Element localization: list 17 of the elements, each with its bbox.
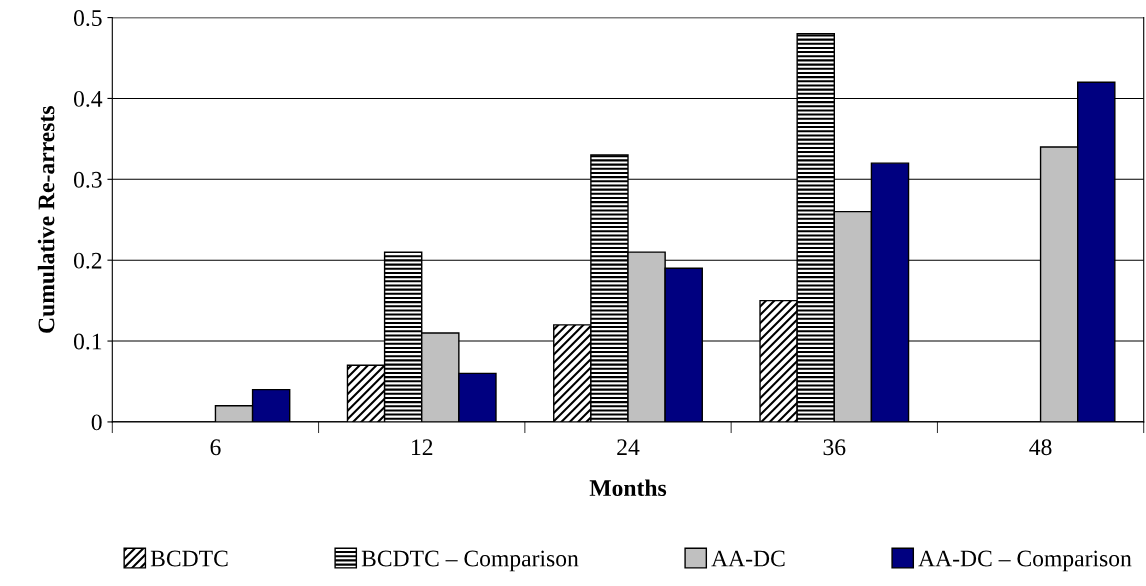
x-tick-label: 24	[617, 439, 640, 455]
y-axis-title: Cumulative Re-arrests	[37, 106, 55, 333]
x-tick-label: 6	[210, 439, 221, 456]
y-tick-label: 0	[91, 414, 102, 431]
y-tick-label: 0.5	[73, 10, 102, 27]
y-tick-label: 0.4	[73, 90, 103, 107]
y-tick-label: 0.2	[73, 252, 102, 269]
x-tick-label: 36	[823, 439, 846, 456]
y-tick-label: 0.1	[73, 333, 102, 350]
x-tick-label: 48	[1029, 439, 1052, 456]
x-axis-title: Months	[589, 479, 667, 497]
legend-label: AA-DC	[711, 550, 785, 567]
legend-label: BCDTC	[150, 550, 228, 567]
legend-label: BCDTC – Comparison	[361, 550, 579, 572]
x-tick-label: 12	[412, 439, 433, 455]
y-tick-label: 0.3	[73, 171, 102, 188]
legend-label: AA-DC – Comparison	[918, 550, 1132, 572]
